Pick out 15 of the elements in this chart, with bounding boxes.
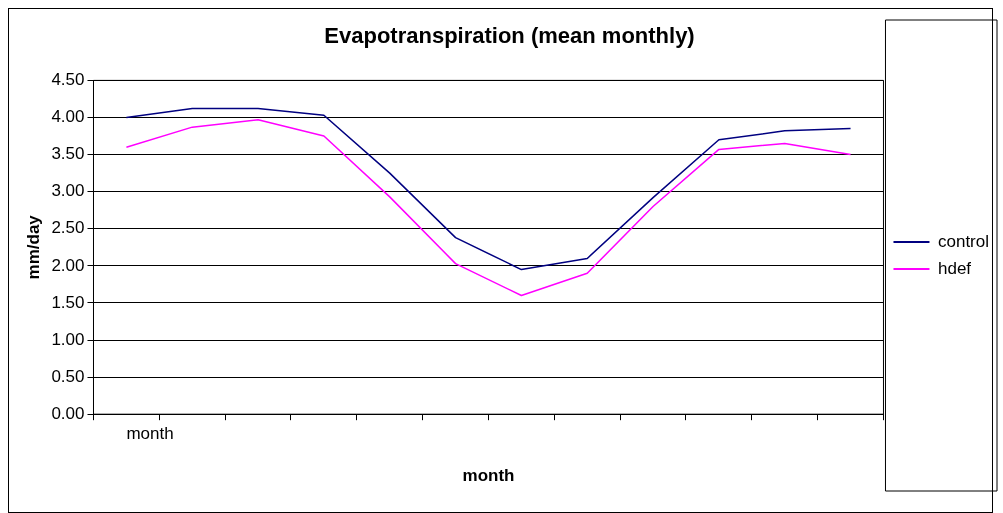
y-tick-label: 3.00 [51,181,85,201]
legend-label: control [937,231,990,251]
y-tick-label: 1.00 [51,329,85,349]
y-tick-label: 0.50 [51,366,85,386]
y-tick-label: 3.50 [51,144,85,164]
y-tick-label: 4.50 [51,70,85,90]
y-axis-title: mm/day [23,214,43,280]
y-tick-label: 2.50 [51,218,85,238]
x-axis-title: month [462,466,515,486]
y-tick-label: 4.00 [51,107,85,127]
chart-title: Evapotranspiration (mean monthly) [324,23,695,49]
y-tick-label: 2.00 [51,255,85,275]
y-tick-label: 0.00 [51,403,85,423]
legend-label: hdef [937,258,972,278]
y-tick-label: 1.50 [51,292,85,312]
